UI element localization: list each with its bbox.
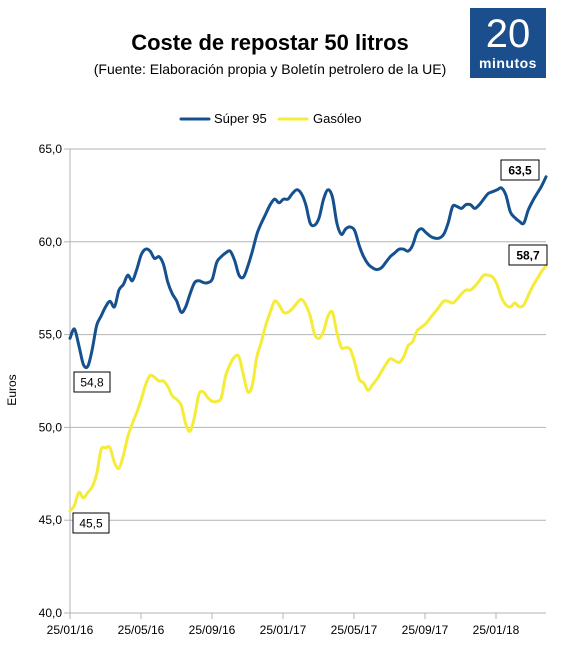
end-label-gasoleo: 58,7 — [516, 249, 540, 263]
end-label-super95: 63,5 — [508, 164, 532, 178]
x-tick-label: 25/09/17 — [402, 623, 449, 637]
series-line-super95 — [68, 175, 548, 370]
chart-subtitle: (Fuente: Elaboración propia y Boletín pe… — [93, 61, 447, 77]
legend: Súper 95 Gasóleo — [179, 111, 361, 126]
y-tick-label: 50,0 — [39, 420, 63, 434]
start-label-gasoleo: 45,5 — [79, 517, 103, 531]
y-tick-label: 45,0 — [39, 513, 63, 527]
y-tick-label: 40,0 — [39, 606, 63, 620]
logo-word: minutos — [479, 55, 537, 71]
y-tick-label: 65,0 — [39, 142, 63, 156]
y-axis-label: Euros — [5, 374, 19, 405]
y-tick-labels: 40,0 45,0 50,0 55,0 60,0 65,0 — [39, 142, 63, 620]
series-line-gasoleo — [68, 264, 548, 513]
start-label-super95-box — [73, 371, 111, 393]
start-label-gasoleo-box — [72, 512, 110, 534]
grid-lines — [70, 148, 546, 614]
x-tick-label: 25/05/17 — [331, 623, 378, 637]
chart-title: Coste de repostar 50 litros — [131, 30, 409, 55]
y-tick-label: 60,0 — [39, 235, 63, 249]
x-tick-labels: 25/01/16 25/05/16 25/09/16 25/01/17 25/05/17… — [47, 623, 520, 637]
legend-label: Súper 95 — [214, 111, 267, 126]
series-lines — [68, 175, 548, 513]
x-tick-label: 25/01/17 — [260, 623, 307, 637]
logo-number: 20 — [485, 12, 531, 56]
x-tick-label: 25/01/16 — [47, 623, 94, 637]
x-tick-label: 25/01/18 — [473, 623, 520, 637]
y-tick-label: 55,0 — [39, 328, 63, 342]
axes — [64, 148, 497, 619]
end-label-gasoleo-box — [508, 244, 548, 266]
start-label-super95: 54,8 — [80, 376, 104, 390]
brand-logo: 20 minutos — [470, 8, 546, 78]
x-tick-label: 25/05/16 — [118, 623, 165, 637]
legend-label: Gasóleo — [313, 111, 361, 126]
end-label-super95-box — [500, 159, 540, 181]
data-labels: 54,8 45,5 63,5 58,7 — [72, 159, 548, 534]
x-tick-label: 25/09/16 — [189, 623, 236, 637]
